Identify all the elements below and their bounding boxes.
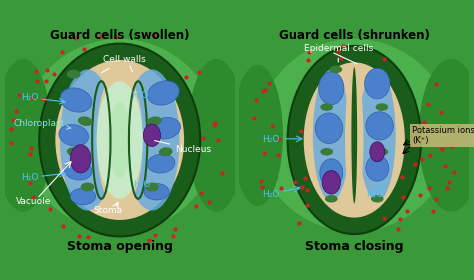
Ellipse shape xyxy=(94,79,145,201)
Text: H₂O: H₂O xyxy=(366,190,383,199)
Text: Vacuole: Vacuole xyxy=(16,197,52,206)
Ellipse shape xyxy=(375,103,388,111)
Ellipse shape xyxy=(70,145,91,173)
Ellipse shape xyxy=(329,66,342,73)
Ellipse shape xyxy=(124,69,180,211)
Ellipse shape xyxy=(108,99,131,181)
Ellipse shape xyxy=(288,46,421,234)
Ellipse shape xyxy=(151,118,181,139)
Ellipse shape xyxy=(22,39,218,232)
Text: H₂O: H₂O xyxy=(262,190,280,199)
Ellipse shape xyxy=(304,62,405,218)
Ellipse shape xyxy=(59,125,89,146)
Text: Stoma opening: Stoma opening xyxy=(67,240,173,253)
Ellipse shape xyxy=(97,81,143,199)
Ellipse shape xyxy=(81,183,94,192)
Ellipse shape xyxy=(320,103,333,111)
Ellipse shape xyxy=(370,142,385,162)
Text: Guard cells (shrunken): Guard cells (shrunken) xyxy=(279,29,430,43)
Ellipse shape xyxy=(371,195,383,202)
Ellipse shape xyxy=(60,88,92,112)
Ellipse shape xyxy=(144,183,169,200)
Ellipse shape xyxy=(108,102,131,178)
Ellipse shape xyxy=(188,59,245,212)
Text: H₂O: H₂O xyxy=(131,91,148,100)
Ellipse shape xyxy=(313,69,350,201)
Ellipse shape xyxy=(345,64,364,216)
Ellipse shape xyxy=(70,188,96,205)
Text: Guard cells (swollen): Guard cells (swollen) xyxy=(50,29,190,43)
Ellipse shape xyxy=(359,69,396,201)
Ellipse shape xyxy=(320,148,333,155)
Text: Stoma: Stoma xyxy=(94,206,123,215)
Ellipse shape xyxy=(159,147,173,156)
Ellipse shape xyxy=(143,124,161,146)
Ellipse shape xyxy=(365,68,390,99)
Ellipse shape xyxy=(106,75,143,205)
Ellipse shape xyxy=(366,155,389,181)
Text: H₂O: H₂O xyxy=(21,173,38,182)
Ellipse shape xyxy=(325,195,337,202)
Text: H₂O: H₂O xyxy=(21,93,38,102)
Ellipse shape xyxy=(232,65,283,206)
Ellipse shape xyxy=(419,59,474,212)
Ellipse shape xyxy=(64,161,92,180)
Ellipse shape xyxy=(256,39,452,232)
Text: H₂O: H₂O xyxy=(134,180,151,189)
Ellipse shape xyxy=(322,171,340,194)
Ellipse shape xyxy=(315,113,343,144)
Ellipse shape xyxy=(351,67,357,204)
Ellipse shape xyxy=(366,112,393,140)
Ellipse shape xyxy=(97,75,134,205)
Ellipse shape xyxy=(60,69,115,211)
Ellipse shape xyxy=(375,148,388,155)
Ellipse shape xyxy=(0,59,52,212)
Text: Chloroplast: Chloroplast xyxy=(14,119,71,129)
Ellipse shape xyxy=(67,70,81,79)
Ellipse shape xyxy=(67,147,81,156)
Text: Stoma closing: Stoma closing xyxy=(305,240,403,253)
Ellipse shape xyxy=(319,72,344,105)
Ellipse shape xyxy=(147,154,175,173)
Text: H₂O: H₂O xyxy=(262,136,280,144)
Text: Cell walls: Cell walls xyxy=(101,55,146,73)
Text: Epidermal cells: Epidermal cells xyxy=(304,44,373,62)
Ellipse shape xyxy=(147,116,162,126)
Ellipse shape xyxy=(320,159,343,187)
Text: Nucleus: Nucleus xyxy=(155,141,211,154)
Ellipse shape xyxy=(39,44,200,236)
Ellipse shape xyxy=(145,183,159,192)
Ellipse shape xyxy=(147,81,179,105)
Text: Potassium ions
(K⁺): Potassium ions (K⁺) xyxy=(412,126,474,145)
Ellipse shape xyxy=(78,116,92,126)
Ellipse shape xyxy=(55,60,184,220)
